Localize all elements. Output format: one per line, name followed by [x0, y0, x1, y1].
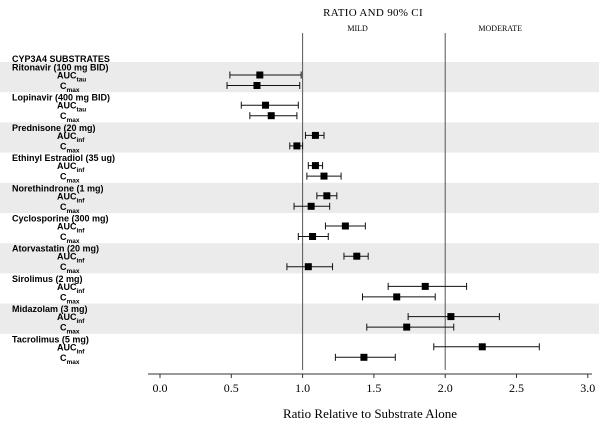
metric-label: Cmax: [60, 323, 80, 336]
substrate-label: Sirolimus (2 mg): [12, 274, 83, 284]
point-estimate: [311, 162, 319, 170]
metric-label: AUCinf: [57, 131, 85, 144]
reference-line-label: MILD: [347, 24, 368, 33]
x-tick-label: 2.0: [438, 381, 453, 395]
point-estimate: [393, 293, 401, 301]
point-estimate: [353, 252, 361, 260]
metric-label: AUCinf: [57, 282, 85, 295]
metric-label: Cmax: [60, 81, 80, 94]
substrate-label: Ethinyl Estradiol (35 ug): [12, 153, 115, 163]
substrate-label: Lopinavir (400 mg BID): [12, 93, 110, 103]
point-estimate: [262, 101, 270, 109]
metric-label: Cmax: [60, 202, 80, 215]
x-tick-label: 0.5: [224, 381, 239, 395]
metric-label: Cmax: [60, 232, 80, 245]
reference-line-label: MODERATE: [478, 24, 522, 33]
point-estimate: [256, 71, 264, 79]
substrate-label: Atorvastatin (20 mg): [12, 244, 99, 254]
point-estimate: [360, 353, 368, 361]
point-estimate: [253, 82, 261, 89]
point-estimate: [304, 263, 312, 271]
substrate-label: Prednisone (20 mg): [12, 123, 96, 133]
point-estimate: [293, 142, 301, 150]
point-estimate: [320, 172, 328, 180]
substrate-label: Cyclosporine (300 mg): [12, 214, 109, 224]
metric-label: AUCinf: [57, 342, 85, 355]
row-bands: [0, 62, 599, 334]
metric-label: Cmax: [60, 111, 80, 124]
point-estimate: [447, 313, 455, 321]
metric-label: AUCtau: [57, 101, 86, 114]
x-tick-label: 1.0: [295, 381, 310, 395]
metric-label: Cmax: [60, 353, 80, 366]
point-estimate: [403, 323, 411, 331]
metric-label: AUCinf: [57, 191, 85, 204]
substrate-label: Midazolam (3 mg): [12, 304, 88, 314]
x-tick-label: 1.5: [366, 381, 381, 395]
chart-title: RATIO AND 90% CI: [323, 7, 423, 19]
substrate-label: Norethindrone (1 mg): [12, 183, 104, 193]
point-estimate: [309, 233, 317, 240]
row-band: [0, 182, 599, 213]
metric-label: Cmax: [60, 292, 80, 305]
point-estimate: [478, 343, 486, 351]
row-band: [0, 243, 599, 274]
x-axis: 0.0 0.5 1.0 1.5 2.0 2.5 3.0: [148, 373, 595, 395]
x-tick-label: 3.0: [580, 381, 595, 395]
metric-label: AUCinf: [57, 222, 85, 235]
x-axis-label: Ratio Relative to Substrate Alone: [283, 406, 457, 421]
point-estimate: [267, 112, 275, 120]
substrate-label: Ritonavir (100 mg BID): [12, 63, 109, 73]
metric-label: AUCinf: [57, 161, 85, 174]
metric-label: Cmax: [60, 172, 80, 185]
x-tick-label: 2.5: [509, 381, 524, 395]
row-band: [0, 303, 599, 334]
data-marks: [226, 71, 540, 361]
section-header: CYP3A4 SUBSTRATES: [12, 54, 110, 64]
reference-lines: MILD MODERATE: [302, 24, 522, 370]
metric-label: Cmax: [60, 262, 80, 275]
substrate-label: Tacrolimus (5 mg): [12, 334, 89, 344]
metric-label: AUCinf: [57, 312, 85, 325]
metric-label: Cmax: [60, 141, 80, 154]
x-tick-label: 0.0: [153, 381, 168, 395]
point-estimate: [307, 202, 315, 210]
point-estimate: [323, 192, 331, 200]
point-estimate: [421, 282, 429, 290]
row-labels: Ritonavir (100 mg BID)AUCtauCmaxLopinavi…: [12, 63, 115, 366]
point-estimate: [311, 131, 319, 139]
metric-label: AUCtau: [57, 71, 86, 84]
point-estimate: [341, 222, 349, 230]
metric-label: AUCinf: [57, 252, 85, 265]
